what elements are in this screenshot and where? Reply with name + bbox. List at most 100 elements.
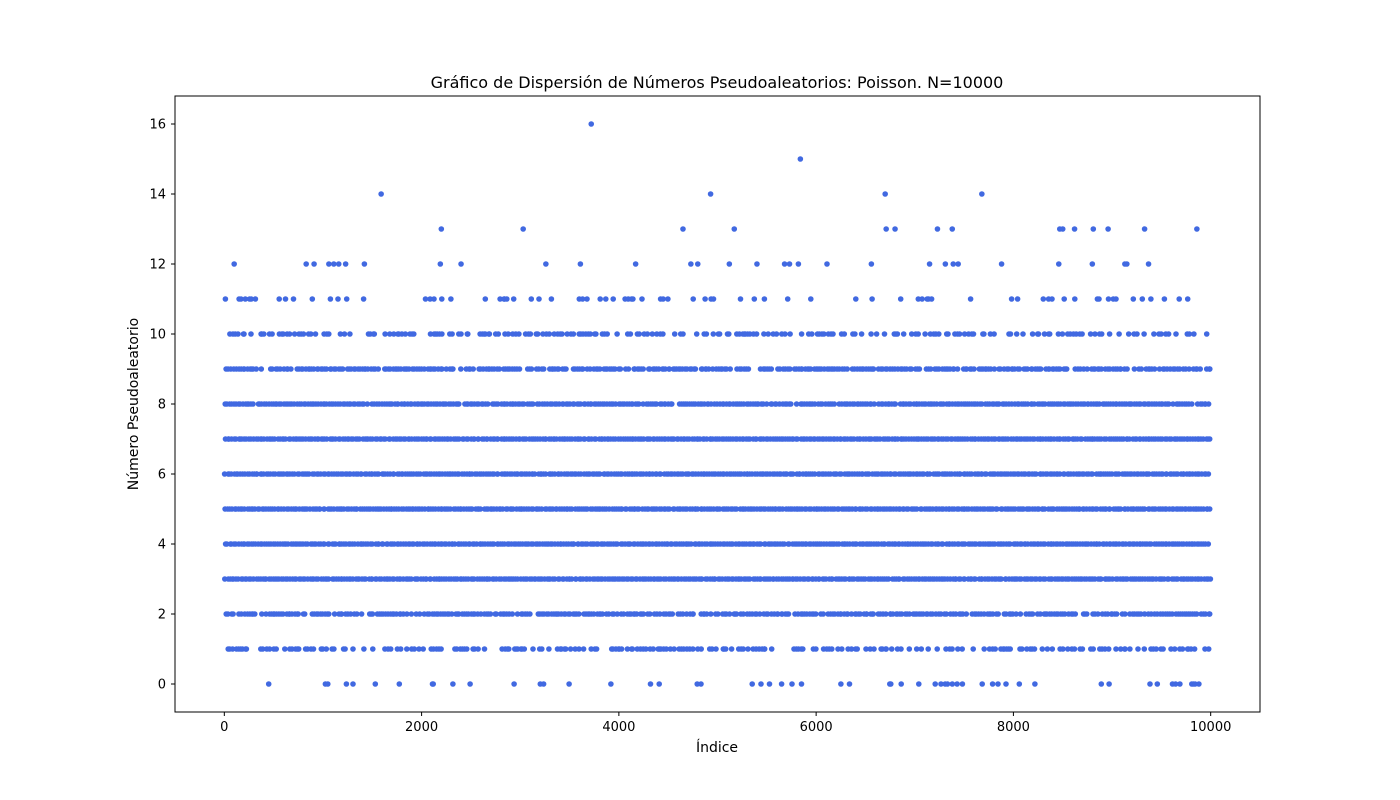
data-point [1029,331,1036,337]
data-point [1063,366,1070,372]
data-point [782,331,788,337]
data-point [1020,331,1026,337]
data-point [510,296,517,302]
data-point [1166,401,1172,407]
data-point [885,576,892,582]
data-point [765,331,771,337]
data-point [450,681,456,687]
data-point [1041,331,1048,337]
data-point [1117,646,1124,652]
data-point [1113,296,1119,302]
data-point [663,646,670,652]
data-point [469,506,475,512]
data-point [768,366,775,372]
data-point [321,541,328,547]
data-point [1125,331,1132,337]
data-point [813,646,819,652]
data-point [382,331,388,337]
data-point [863,611,870,617]
data-point [963,611,970,617]
data-point [824,261,830,267]
data-point [1205,541,1212,547]
data-point [995,681,1001,687]
data-point [839,646,845,652]
data-point [918,646,925,652]
data-point [350,646,356,652]
data-point [364,401,371,407]
data-point [597,366,603,372]
data-point [248,331,254,337]
data-point [1139,296,1146,302]
data-point [265,681,272,687]
data-point [1049,296,1055,302]
data-point [1072,296,1078,302]
data-point [530,646,536,652]
data-point [229,646,236,652]
data-point [370,646,376,652]
data-point [1092,331,1098,337]
data-point [350,681,356,687]
data-point [1037,611,1044,617]
data-point [416,646,422,652]
data-point [542,471,549,477]
data-point [693,331,700,337]
data-point [402,331,409,337]
data-point [908,331,915,337]
data-point [703,611,710,617]
data-point [546,331,553,337]
data-point [252,296,259,302]
data-point [761,646,768,652]
data-point [1207,576,1214,582]
data-point [713,646,719,652]
data-point [1191,646,1198,652]
data-point [568,576,575,582]
data-point [225,611,231,617]
data-point [487,611,494,617]
data-point [957,471,963,477]
data-point [587,331,594,337]
data-point [1090,226,1097,232]
data-point [439,331,445,337]
data-point [781,261,788,267]
data-point [669,401,675,407]
data-point [633,611,640,617]
data-point [829,576,835,582]
data-point [543,261,549,267]
data-point [439,366,445,372]
data-point [471,436,478,442]
data-point [1197,366,1203,372]
data-point [1205,646,1212,652]
data-point [416,611,423,617]
data-point [1035,331,1042,337]
data-point [325,681,331,687]
data-point [869,296,875,302]
data-point [430,681,437,687]
data-point [506,646,512,652]
data-point [475,436,482,442]
data-point [726,611,733,617]
data-point [688,541,694,547]
data-point [897,296,904,302]
data-point [1179,646,1186,652]
data-point [562,646,569,652]
data-point [614,541,620,547]
data-point [733,611,740,617]
data-point [1095,611,1101,617]
data-point [790,471,796,477]
data-point [936,331,942,337]
data-point [1173,331,1179,337]
data-point [404,611,410,617]
data-point [925,646,931,652]
data-point [387,646,394,652]
data-point [1206,436,1213,442]
data-point [665,296,671,302]
data-point [343,296,350,302]
data-point [1147,681,1153,687]
data-point [1031,646,1038,652]
data-point [1172,681,1179,687]
data-point [482,296,489,302]
data-point [1071,226,1078,232]
data-point [900,331,907,337]
data-point [632,261,639,267]
data-point [775,611,781,617]
